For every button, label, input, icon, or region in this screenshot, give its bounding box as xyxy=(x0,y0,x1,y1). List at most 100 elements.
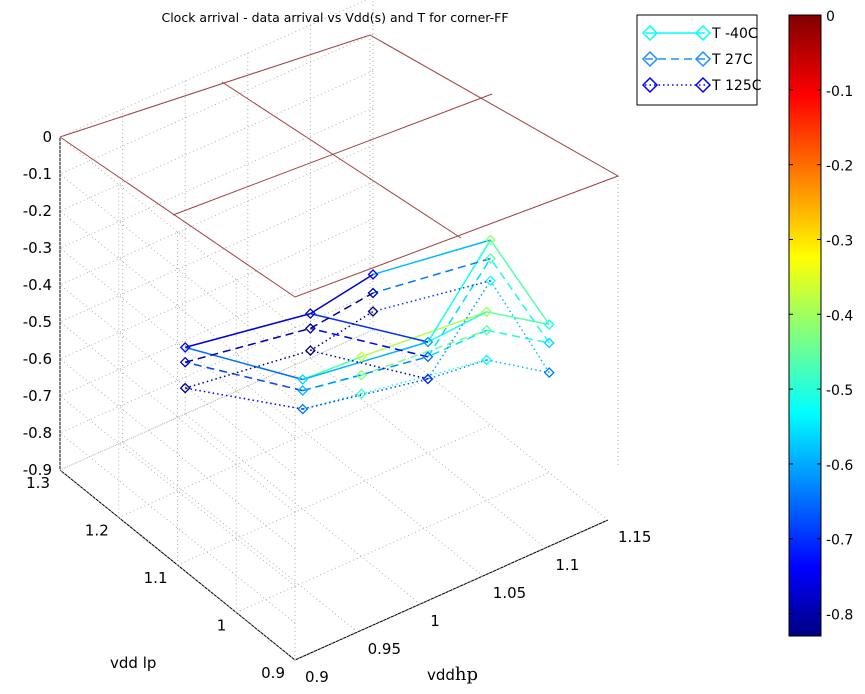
floor-gridline-x xyxy=(310,357,546,549)
box-axes xyxy=(59,137,609,661)
data-point-marker xyxy=(356,388,367,400)
data-point-marker xyxy=(367,269,379,280)
data-point-marker xyxy=(304,308,316,320)
data-point-marker xyxy=(543,367,555,379)
back-wall-grid xyxy=(59,34,619,466)
floor-gridline-x xyxy=(247,385,484,577)
colorbar-tick-label: -0.2 xyxy=(826,159,853,175)
series-1 xyxy=(179,253,555,397)
series-segment xyxy=(489,280,550,374)
z-tick-label: 0 xyxy=(42,128,52,146)
series-segment xyxy=(486,311,550,326)
x-axis-label: vddhp xyxy=(427,664,478,685)
series-segment xyxy=(185,361,303,392)
data-point-marker xyxy=(485,275,496,287)
series-segment xyxy=(427,311,487,343)
series-segment xyxy=(185,312,311,349)
series-segment xyxy=(372,239,491,276)
data-point-marker xyxy=(297,374,309,385)
wall-gridline-z xyxy=(59,181,374,513)
series-segment xyxy=(302,356,429,392)
wall-gridline-z xyxy=(59,292,374,624)
series-segment xyxy=(310,310,374,352)
wall-gridline-z xyxy=(59,144,374,476)
data-point-marker xyxy=(367,287,379,299)
plot-series xyxy=(179,234,555,415)
y-tick-label: 1.2 xyxy=(85,522,109,540)
wall-gridline-z xyxy=(59,0,368,328)
data-point-marker xyxy=(179,356,191,368)
data-point-marker xyxy=(481,354,493,366)
wall-gridline-z xyxy=(59,33,374,365)
series-segment xyxy=(310,349,429,380)
colorbar-gradient xyxy=(788,14,822,637)
x-tick-label: 1 xyxy=(430,612,440,630)
legend-marker xyxy=(694,24,712,42)
series-segment xyxy=(185,387,303,410)
floor-grid xyxy=(59,0,609,661)
data-point-marker xyxy=(485,253,496,264)
z-tick-label: -0.1 xyxy=(23,165,52,183)
data-point-marker xyxy=(485,234,496,246)
data-point-marker xyxy=(297,403,309,415)
x-axis-label-suffix: hp xyxy=(455,664,478,685)
colorbar-tick-label: -0.8 xyxy=(826,608,853,624)
data-point-marker xyxy=(543,319,555,330)
series-segment xyxy=(427,258,492,358)
x-tick-label: 1.05 xyxy=(493,584,526,602)
series-segment xyxy=(427,239,492,343)
colorbar-tick-label: -0.6 xyxy=(826,458,853,474)
data-point-marker xyxy=(422,336,434,348)
chart-title: Clock arrival - data arrival vs Vdd(s) a… xyxy=(161,10,508,25)
legend-label: T -40C xyxy=(711,26,758,42)
legend-label: T 125C xyxy=(711,78,762,94)
data-point-marker xyxy=(543,337,555,349)
z-tick-label: -0.7 xyxy=(23,387,52,405)
floor-gridline-x xyxy=(184,413,421,605)
colorbar-tick-label: -0.3 xyxy=(826,233,853,249)
legend-marker xyxy=(641,50,659,68)
x-tick-label: 0.95 xyxy=(368,640,401,658)
z-tick-label: -0.8 xyxy=(23,424,52,442)
series-segment xyxy=(185,327,311,363)
y-tick-label: 0.9 xyxy=(261,664,285,682)
colorbar-tick-label: -0.4 xyxy=(826,308,853,324)
floor-gridline-y xyxy=(118,377,432,518)
data-point-marker xyxy=(356,351,367,363)
legend: T -40C T 27C T 125C xyxy=(636,14,762,106)
y-tick-label: 1.1 xyxy=(144,569,168,587)
floor-gridline-y xyxy=(177,424,491,566)
series-segment xyxy=(427,280,492,380)
colorbar-tick-label: 0 xyxy=(826,9,835,25)
series-segment xyxy=(310,327,429,358)
data-point-marker xyxy=(179,382,191,394)
z-tick-label: -0.9 xyxy=(23,461,52,479)
series-segment xyxy=(310,273,374,315)
legend-marker xyxy=(694,76,712,94)
series-segment xyxy=(486,359,550,374)
series-segment xyxy=(489,239,550,325)
series-segment xyxy=(185,346,303,381)
y-axis-ticks: 0.9 1 1.1 1.2 1.3 xyxy=(26,474,285,682)
colorbar-tick-label: -0.7 xyxy=(826,533,853,549)
colorbar: 0 -0.1 -0.2 -0.3 -0.4 -0.5 -0.6 -0.7 -0.8 xyxy=(788,9,853,637)
y-axis-label: vdd lp xyxy=(110,654,156,672)
series-2 xyxy=(179,275,555,415)
legend-label: T 27C xyxy=(711,52,753,68)
wall-gridline-z xyxy=(59,329,374,661)
data-point-marker xyxy=(422,351,434,363)
colorbar-tick-label: -0.5 xyxy=(826,383,853,399)
data-point-marker xyxy=(304,345,316,357)
x-axis-label-prefix: vdd xyxy=(427,666,455,684)
z-tick-label: -0.4 xyxy=(23,276,52,294)
series-segment xyxy=(310,292,374,330)
x-tick-label: 1.15 xyxy=(618,528,651,546)
series-segment xyxy=(427,359,487,380)
series-segment xyxy=(361,329,487,376)
series-segment xyxy=(302,341,429,381)
plot-box xyxy=(59,34,620,661)
colorbar-tick-label: -0.1 xyxy=(826,84,853,100)
y-tick-label: 1 xyxy=(217,617,227,635)
wall-gridline-z xyxy=(59,255,374,587)
